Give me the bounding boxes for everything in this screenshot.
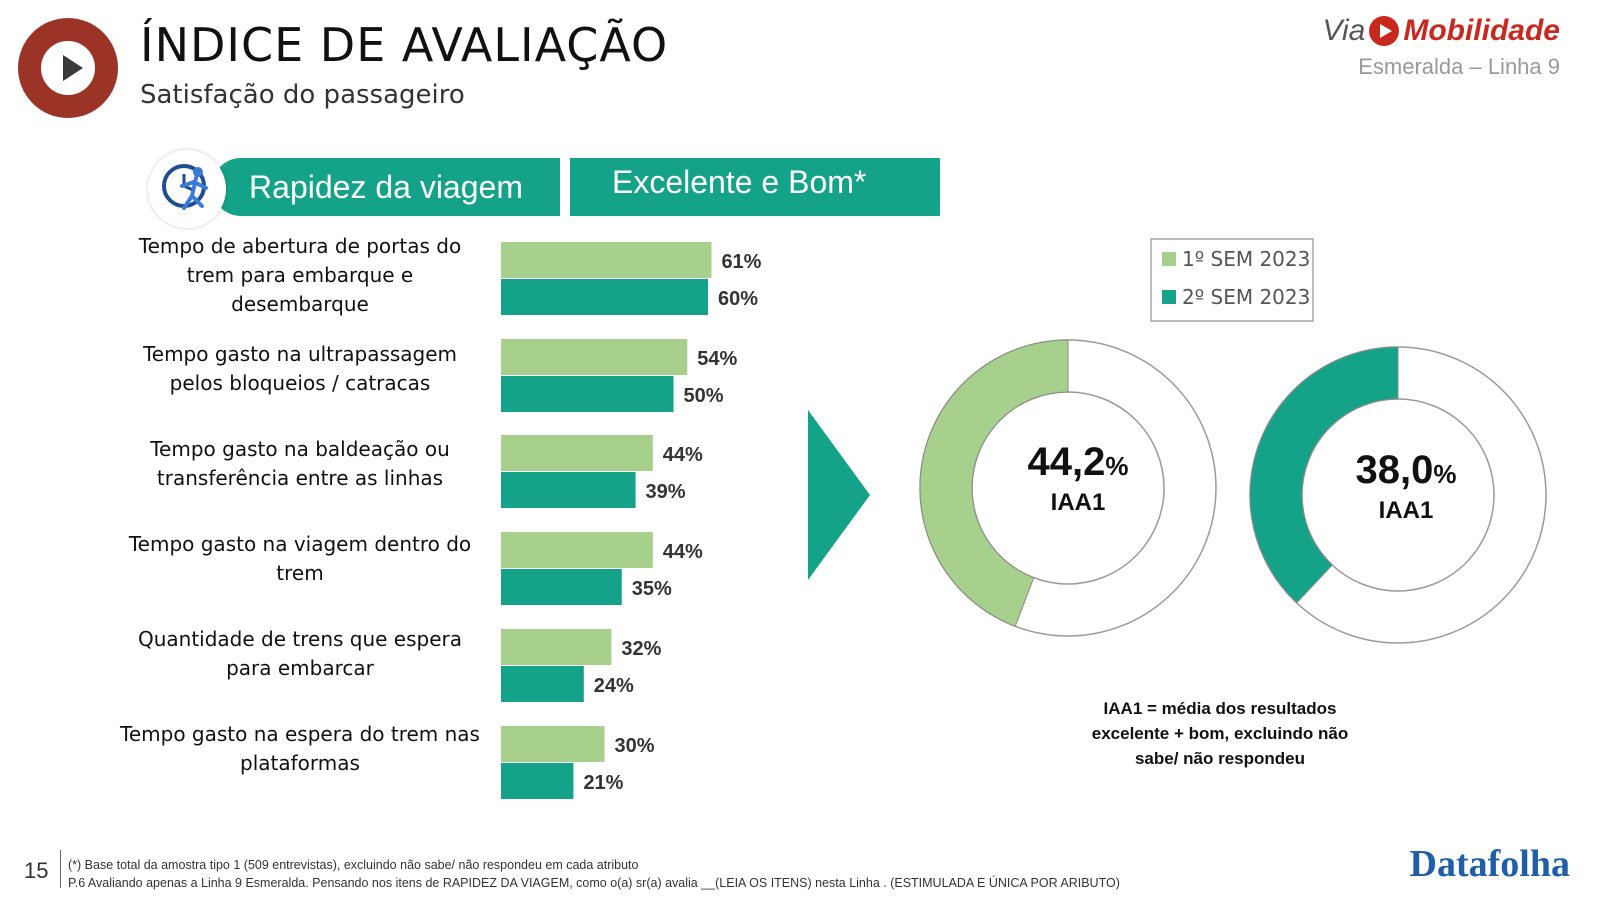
bar-s2 (501, 472, 636, 508)
bar-s1 (501, 435, 653, 471)
category-label: Tempo de abertura de portas do trem para… (138, 234, 462, 316)
legend-swatch-s1 (1162, 252, 1176, 266)
category-label: Tempo gasto na espera do trem nas plataf… (120, 722, 480, 775)
donut-label-s1: IAA1 (1050, 489, 1106, 516)
metric-banner: Excelente e Bom* (570, 158, 940, 216)
brand-logo: Via Mobilidade Esmeralda – Linha 9 (1323, 14, 1561, 80)
bar-s2 (501, 666, 584, 702)
donut-segment-s2 (1249, 346, 1399, 604)
bar-value-label: 44% (663, 541, 703, 563)
brand-via: Via (1322, 14, 1366, 47)
play-logo-icon (18, 18, 118, 118)
bar-value-label: 24% (594, 675, 634, 697)
bar-s1 (501, 339, 688, 375)
legend-swatch-s2 (1162, 290, 1176, 304)
bar-s2 (501, 569, 622, 605)
page-title: ÍNDICE DE AVALIAÇÃO (140, 18, 669, 72)
bar-s2 (501, 279, 708, 315)
legend-label-s1: 1º SEM 2023 (1182, 247, 1311, 271)
bar-s2 (501, 376, 674, 412)
topic-banner-label: Rapidez da viagem (249, 168, 523, 205)
footer-notes: (*) Base total da amostra tipo 1 (509 en… (68, 856, 1120, 892)
page-number: 15 (24, 858, 49, 883)
category-label: Tempo gasto na baldeação ou transferênci… (150, 437, 450, 490)
footer-note-1: (*) Base total da amostra tipo 1 (509 en… (68, 858, 639, 872)
bar-value-label: 21% (583, 772, 623, 794)
metric-banner-label: Excelente e Bom* (612, 164, 867, 200)
bar-value-label: 44% (663, 444, 703, 466)
bar-value-label: 50% (684, 385, 724, 407)
bar-s1 (501, 629, 612, 665)
arrow-right-icon (808, 410, 870, 580)
bar-value-label: 35% (632, 578, 672, 600)
donut-segment-s1 (919, 339, 1069, 627)
bar-s1 (501, 532, 653, 568)
donut-unit-s1: % (1105, 451, 1129, 481)
footer-note-2: P.6 Avaliando apenas a Linha 9 Esmeralda… (68, 876, 1120, 890)
iaa1-note: IAA1 = média dos resultados excelente + … (1091, 699, 1349, 768)
bar-s2 (501, 763, 574, 799)
chart-legend: 1º SEM 2023 2º SEM 2023 (1150, 238, 1314, 322)
bar-value-label: 61% (721, 251, 761, 273)
page-subtitle: Satisfação do passageiro (140, 80, 465, 110)
runner-clock-icon (148, 150, 226, 228)
brand-play-icon (1369, 16, 1400, 46)
donut-number-s2: 38,0 (1355, 448, 1434, 492)
donut-label-s2: IAA1 (1378, 497, 1434, 524)
datafolha-logo: Datafolha (1409, 843, 1570, 885)
donut-number-s1: 44,2 (1027, 440, 1106, 484)
category-label: Tempo gasto na ultrapassagem pelos bloqu… (142, 342, 458, 395)
legend-label-s2: 2º SEM 2023 (1182, 285, 1311, 309)
category-label: Tempo gasto na viagem dentro do trem (128, 532, 472, 585)
bar-value-label: 60% (718, 288, 758, 310)
bar-value-label: 32% (621, 638, 661, 660)
footer-divider (60, 850, 61, 888)
donut-value-s2: 38,0% IAA1 (1306, 448, 1506, 525)
bar-s1 (501, 726, 605, 762)
donut-unit-s2: % (1433, 459, 1457, 489)
topic-banner: Rapidez da viagem (212, 158, 560, 216)
bar-value-label: 39% (646, 481, 686, 503)
brand-line: Esmeralda – Linha 9 (1358, 54, 1560, 79)
donut-value-s1: 44,2% IAA1 (978, 440, 1178, 517)
brand-mobilidade: Mobilidade (1403, 14, 1560, 47)
bar-s1 (501, 242, 712, 278)
category-label: Quantidade de trens que espera para emba… (137, 627, 463, 680)
bar-value-label: 30% (615, 735, 655, 757)
bar-value-label: 54% (697, 348, 737, 370)
